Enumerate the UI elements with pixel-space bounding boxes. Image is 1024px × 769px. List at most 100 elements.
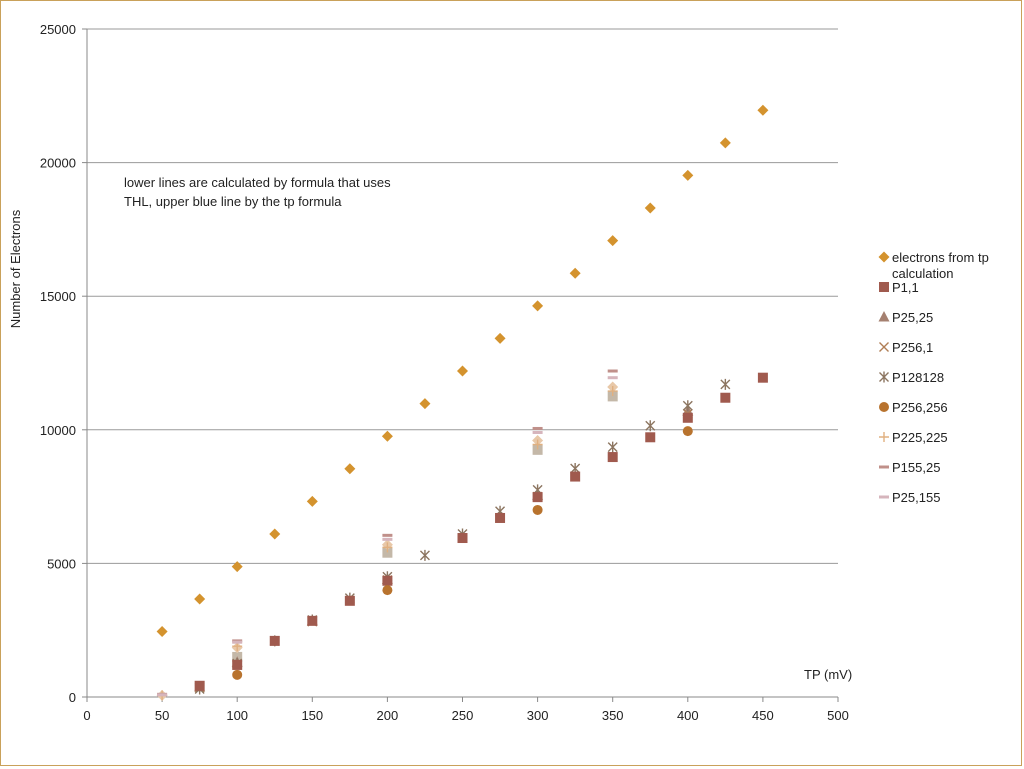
data-point — [532, 492, 543, 503]
data-point — [719, 137, 731, 149]
legend-marker — [879, 465, 889, 469]
series-p225-225 — [157, 386, 618, 701]
legend-label-line: calculation — [892, 266, 953, 281]
data-point — [194, 593, 206, 605]
legend-label: P256,256 — [892, 400, 948, 415]
data-point — [382, 547, 393, 558]
x-tick-label: 100 — [226, 708, 248, 723]
x-tick-label: 300 — [527, 708, 549, 723]
data-point — [607, 386, 618, 397]
annotation-text: lower lines are calculated by formula th… — [124, 175, 391, 209]
legend-label: P225,225 — [892, 430, 948, 445]
annotation-line: lower lines are calculated by formula th… — [124, 175, 391, 190]
x-tick-label: 0 — [83, 708, 90, 723]
axes — [82, 28, 839, 702]
data-point — [457, 533, 468, 544]
data-point — [532, 444, 543, 455]
data-point — [645, 420, 656, 432]
x-tick-label: 500 — [827, 708, 849, 723]
x-tick-label: 350 — [602, 708, 624, 723]
legend-entry: P155,25 — [879, 460, 940, 475]
y-axis-title: Number of Electrons — [8, 209, 23, 328]
legend-entry: P1,1 — [879, 280, 919, 295]
x-axis-title: TP (mV) — [804, 667, 852, 682]
data-point — [232, 640, 243, 644]
legend-label: electrons from tp calculation — [892, 250, 989, 281]
data-point — [381, 430, 393, 442]
data-point — [382, 575, 393, 586]
data-point — [382, 533, 393, 537]
data-point — [645, 432, 656, 443]
y-tick-label: 5000 — [47, 556, 76, 571]
data-point — [607, 452, 618, 463]
data-point — [532, 504, 543, 515]
y-tick-label: 20000 — [40, 156, 76, 171]
legend-marker — [878, 311, 890, 322]
data-point — [682, 400, 693, 412]
data-point — [232, 669, 243, 680]
data-point — [569, 267, 581, 279]
legend-marker — [879, 402, 889, 412]
data-point — [457, 365, 468, 377]
data-point — [307, 615, 318, 626]
data-point — [344, 595, 355, 606]
data-point — [157, 693, 168, 697]
data-point — [382, 585, 393, 596]
x-tick-label: 400 — [677, 708, 699, 723]
data-point — [419, 398, 431, 410]
legend-marker — [879, 371, 889, 383]
data-point — [532, 300, 544, 312]
data-point — [682, 412, 693, 423]
data-point — [269, 528, 281, 540]
series-p155-25 — [157, 369, 618, 696]
data-point — [532, 439, 543, 450]
x-tick-labels: 0 50 100 150 200 250 300 350 400 450 500 — [83, 708, 848, 723]
data-point — [682, 426, 693, 437]
legend-entry: P256,256 — [879, 400, 948, 415]
data-point — [194, 680, 205, 691]
legend-entry: electrons from tp calculation — [878, 250, 989, 281]
data-point — [495, 512, 506, 523]
series-p25-25 — [194, 405, 694, 692]
legend-label: P155,25 — [892, 460, 940, 475]
data-point — [306, 495, 318, 507]
series-p1-1 — [194, 372, 768, 691]
legend-label: P25,155 — [892, 490, 940, 505]
legend-marker — [879, 342, 889, 352]
x-tick-label: 150 — [301, 708, 323, 723]
data-point — [607, 369, 618, 373]
legend-entry: P225,225 — [879, 430, 948, 445]
legend-label: P128128 — [892, 370, 944, 385]
legend-marker — [879, 495, 889, 499]
data-point — [607, 376, 618, 380]
series-p25-155 — [157, 376, 618, 697]
y-tick-labels: 0 5000 10000 15000 20000 25000 — [40, 22, 76, 705]
x-tick-label: 50 — [155, 708, 169, 723]
data-point — [156, 626, 168, 638]
data-point — [494, 332, 506, 344]
data-point — [232, 659, 243, 670]
data-point — [419, 549, 430, 561]
legend-label: P256,1 — [892, 340, 933, 355]
data-point — [644, 202, 656, 214]
y-tick-label: 25000 — [40, 22, 76, 37]
data-point — [607, 391, 618, 402]
legend-marker — [879, 432, 889, 442]
legend-marker — [878, 251, 890, 263]
data-point — [532, 426, 543, 430]
data-point — [757, 372, 768, 383]
legend-label: P1,1 — [892, 280, 919, 295]
data-point — [720, 378, 731, 390]
data-point — [532, 430, 543, 434]
y-tick-label: 15000 — [40, 289, 76, 304]
data-point — [269, 635, 280, 646]
data-point — [344, 463, 356, 475]
series-unlabeled-9 — [232, 391, 618, 662]
annotation-line: THL, upper blue line by the tp formula — [124, 194, 342, 209]
y-tick-label: 0 — [69, 690, 76, 705]
legend-entry: P25,25 — [878, 310, 933, 325]
series-p256-256 — [232, 426, 693, 680]
